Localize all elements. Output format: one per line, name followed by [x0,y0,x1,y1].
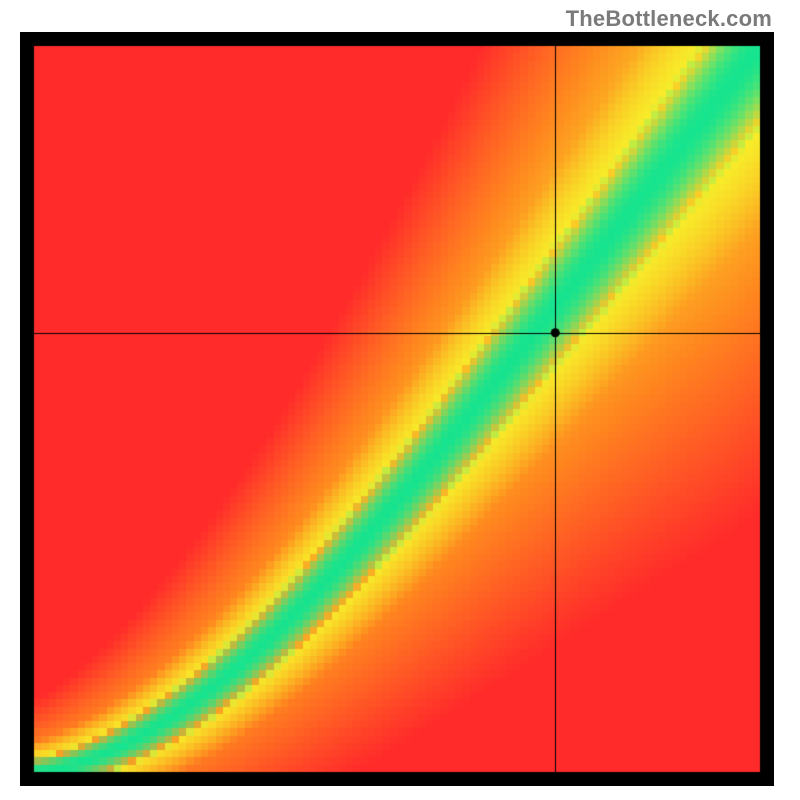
watermark-text: TheBottleneck.com [566,6,772,32]
chart-frame [20,32,774,786]
chart-container: TheBottleneck.com [0,0,800,800]
heatmap-canvas [20,32,774,786]
